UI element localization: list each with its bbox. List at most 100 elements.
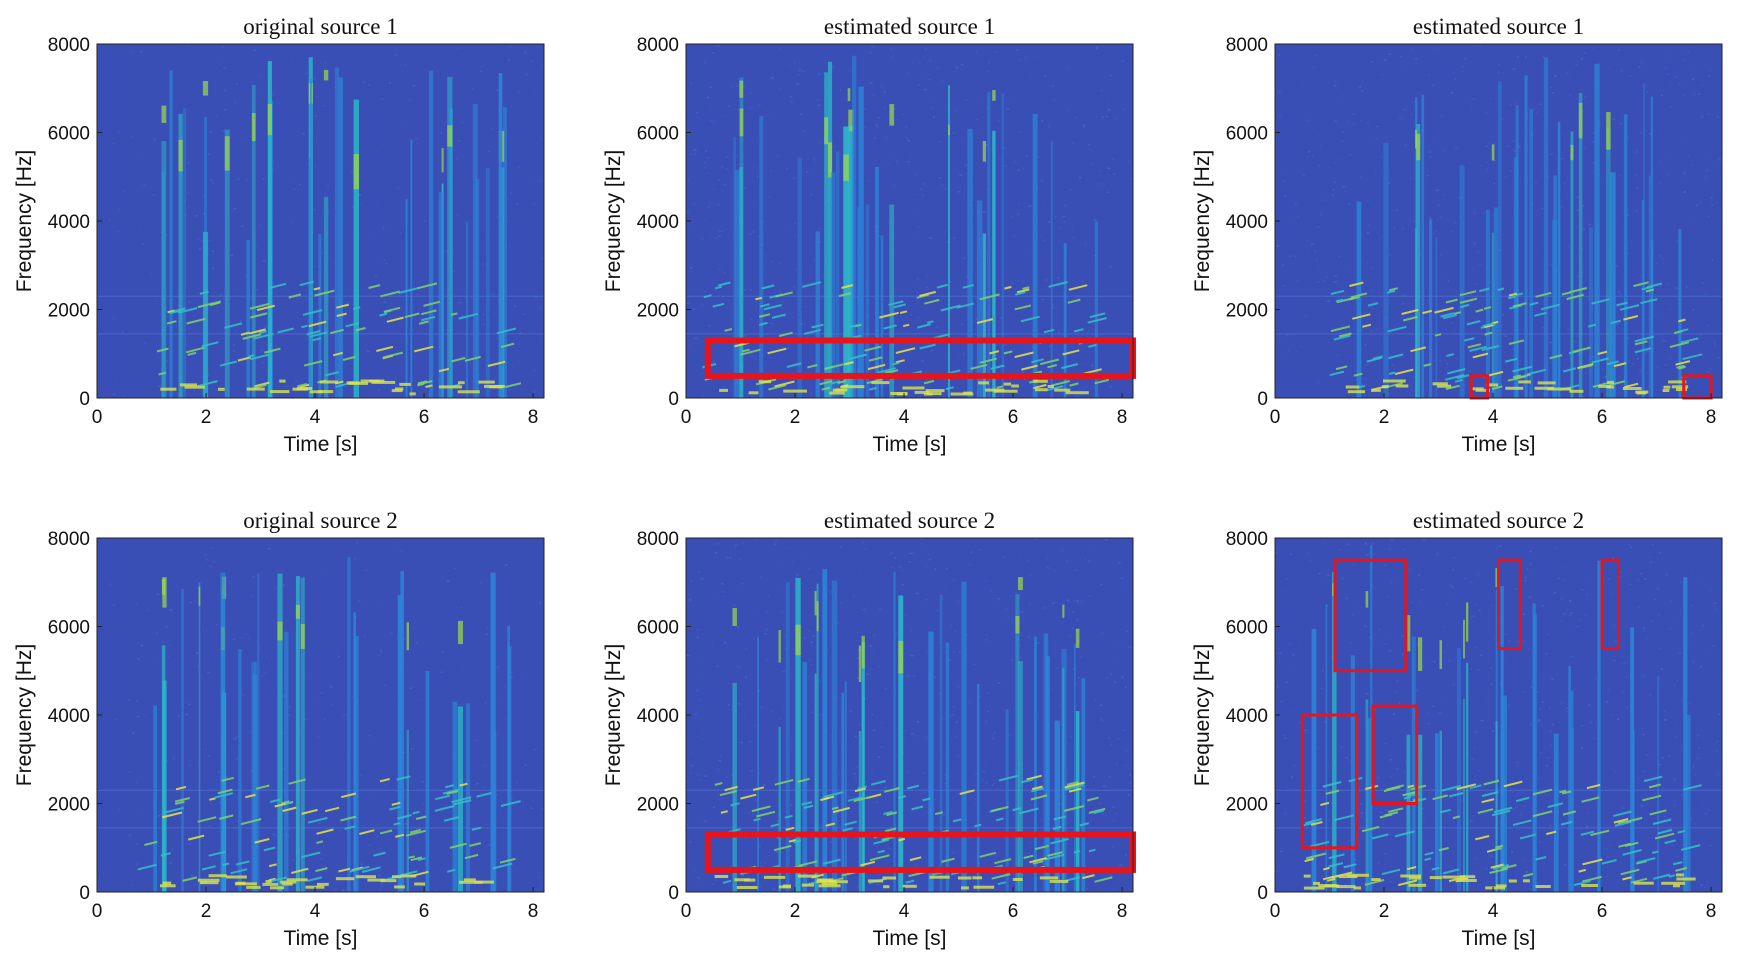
chart-2-noise — [1027, 258, 1029, 260]
chart-6-harmonic — [1532, 788, 1553, 796]
chart-2-harmonic — [902, 323, 910, 328]
chart-2-noise — [813, 158, 816, 160]
chart-5-harmonic — [1068, 787, 1082, 793]
chart-6-noise — [1303, 817, 1306, 819]
chart-5-harmonic — [1029, 857, 1047, 864]
chart-3-noise — [1455, 222, 1457, 225]
chart-5-noise — [954, 630, 956, 632]
chart-6-noise — [1698, 747, 1700, 749]
chart-2-noise — [769, 170, 772, 172]
chart-1-xtick-label: 0 — [92, 407, 103, 428]
chart-4-noise — [354, 558, 356, 561]
chart-2-noise — [1036, 56, 1039, 58]
chart-5-noise — [943, 650, 947, 653]
chart-2-lowband — [1035, 388, 1048, 392]
chart-5-harmonic — [883, 787, 900, 793]
chart-2-harmonic — [1043, 328, 1055, 334]
chart-4-harmonic — [214, 792, 234, 799]
chart-3-noise — [1525, 56, 1527, 58]
chart-2-harmonic — [759, 303, 770, 308]
chart-2-noise — [839, 89, 842, 91]
chart-5-harmonic — [730, 802, 740, 807]
chart-3-harmonic — [1444, 374, 1465, 381]
chart-1-harmonic — [308, 320, 327, 328]
chart-6-highlight-box-1 — [1300, 713, 1359, 850]
chart-2-harmonic — [758, 313, 771, 318]
chart-3-lowband — [1636, 391, 1647, 395]
chart-3-harmonic — [1446, 368, 1466, 375]
chart-5-noise — [723, 595, 726, 598]
chart-4-harmonic — [412, 810, 420, 815]
chart-2-harmonic — [899, 310, 908, 314]
chart-3-noise — [1635, 209, 1638, 212]
chart-3-harmonic — [1333, 334, 1351, 341]
chart-5-noise — [1041, 861, 1044, 864]
chart-5-noise — [957, 600, 960, 602]
chart-4-harmonic — [492, 862, 513, 870]
chart-2-noise — [961, 137, 963, 140]
chart-2-noise — [1043, 201, 1045, 204]
chart-2-noise — [687, 270, 690, 273]
chart-2-harmonic — [724, 328, 733, 332]
chart-4-streak — [153, 705, 157, 892]
chart-2-harmonic — [1003, 350, 1013, 355]
chart-5-harmonic — [909, 856, 922, 862]
chart-6-ytick-label: 8000 — [1226, 529, 1268, 550]
chart-1-noise — [108, 219, 111, 221]
chart-6-harmonic — [1407, 784, 1415, 789]
chart-3-noise — [1280, 170, 1282, 173]
chart-5-lowband — [821, 882, 838, 886]
chart-6-noise — [1649, 694, 1652, 696]
chart-3-harmonic — [1423, 363, 1432, 367]
chart-6-harmonic — [1302, 821, 1315, 827]
chart-1-streak-hotspot — [251, 113, 256, 142]
chart-4-harmonic — [263, 846, 276, 852]
chart-3-lowband — [1432, 382, 1448, 386]
chart-2-noise — [814, 258, 816, 261]
chart-3-noise — [1575, 225, 1578, 228]
chart-3-harmonic — [1445, 384, 1460, 391]
chart-3-noise — [1527, 296, 1529, 298]
chart-6-noise — [1379, 811, 1383, 814]
chart-6-noise — [1490, 855, 1493, 857]
chart-5-harmonic — [1030, 787, 1044, 793]
chart-2-noise — [725, 168, 728, 170]
chart-3-streak — [1606, 127, 1611, 398]
chart-3-noise — [1318, 165, 1321, 167]
chart-3-noise — [1366, 122, 1370, 124]
chart-5-noise — [762, 784, 765, 786]
chart-1-noise — [314, 58, 317, 60]
chart-2-noise — [1111, 158, 1115, 160]
chart-3-noise — [1322, 280, 1326, 283]
chart-6-noise — [1362, 778, 1364, 781]
chart-2-harmonic — [838, 292, 852, 298]
chart-2-noise — [750, 92, 752, 94]
chart-6-noise — [1537, 719, 1541, 721]
chart-4-noise — [334, 889, 337, 891]
chart-6-noise — [1411, 601, 1414, 604]
chart-3-noise — [1487, 143, 1490, 145]
chart-2-noise — [707, 172, 709, 174]
chart-4-harmonic — [175, 785, 187, 791]
chart-6-noise — [1299, 642, 1302, 644]
chart-5-noise — [857, 861, 859, 863]
chart-4-streak — [295, 576, 300, 892]
chart-5-noise — [914, 864, 917, 867]
chart-5-noise — [914, 643, 916, 645]
chart-1-harmonic — [299, 280, 314, 287]
chart-3-noise — [1326, 276, 1328, 279]
chart-4-noise — [460, 606, 463, 609]
chart-5-noise — [990, 590, 992, 592]
chart-4-streak — [220, 572, 226, 892]
chart-4-noise — [288, 714, 290, 716]
chart-1-noise — [129, 50, 133, 53]
chart-5-noise — [741, 583, 744, 585]
chart-6-lowband — [1523, 879, 1530, 883]
chart-4-harmonic — [451, 796, 472, 804]
chart-3-noise — [1349, 153, 1352, 156]
chart-6-ytick-label: 4000 — [1226, 706, 1268, 727]
chart-6-noise — [1304, 731, 1307, 734]
chart-6-noise — [1292, 848, 1295, 850]
chart-5-noise — [1101, 813, 1104, 815]
chart-4-noise — [292, 859, 295, 862]
